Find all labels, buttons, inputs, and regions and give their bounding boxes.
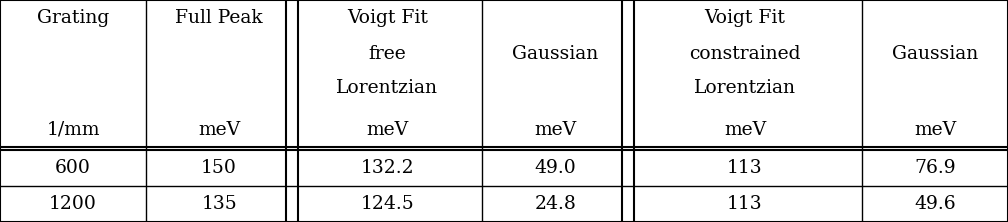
Text: free: free bbox=[368, 46, 406, 63]
Text: 1200: 1200 bbox=[49, 195, 97, 213]
Text: Lorentzian: Lorentzian bbox=[695, 79, 796, 97]
Text: meV: meV bbox=[366, 121, 408, 139]
Text: 150: 150 bbox=[202, 159, 237, 177]
Text: 124.5: 124.5 bbox=[360, 195, 414, 213]
Text: meV: meV bbox=[724, 121, 766, 139]
Text: constrained: constrained bbox=[689, 46, 800, 63]
Text: Gaussian: Gaussian bbox=[892, 46, 978, 63]
Text: Gaussian: Gaussian bbox=[512, 46, 599, 63]
Text: 132.2: 132.2 bbox=[360, 159, 414, 177]
Text: 49.6: 49.6 bbox=[914, 195, 956, 213]
Text: Grating: Grating bbox=[37, 9, 109, 27]
Text: meV: meV bbox=[914, 121, 956, 139]
Text: meV: meV bbox=[534, 121, 577, 139]
Text: meV: meV bbox=[198, 121, 240, 139]
Text: 76.9: 76.9 bbox=[914, 159, 956, 177]
Text: 600: 600 bbox=[55, 159, 91, 177]
Text: Full Peak: Full Peak bbox=[175, 9, 263, 27]
Text: 24.8: 24.8 bbox=[534, 195, 576, 213]
Text: 113: 113 bbox=[727, 195, 763, 213]
Text: 49.0: 49.0 bbox=[534, 159, 576, 177]
Text: Lorentzian: Lorentzian bbox=[336, 79, 438, 97]
Text: Voigt Fit: Voigt Fit bbox=[705, 9, 785, 27]
Text: 113: 113 bbox=[727, 159, 763, 177]
Text: Voigt Fit: Voigt Fit bbox=[347, 9, 427, 27]
Text: 135: 135 bbox=[202, 195, 237, 213]
Text: 1/mm: 1/mm bbox=[46, 121, 100, 139]
